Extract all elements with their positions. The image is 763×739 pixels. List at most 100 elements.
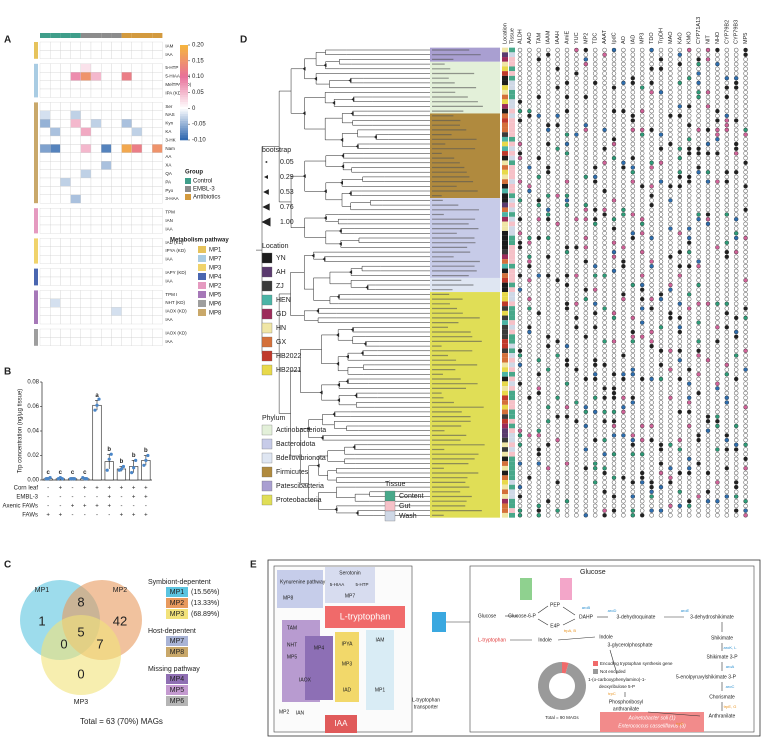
presence-dot: [640, 99, 645, 104]
presence-dot: [555, 52, 560, 57]
location-cell: [502, 512, 508, 518]
presence-dot: [583, 132, 588, 137]
presence-dot: [705, 287, 711, 292]
presence-dot: [527, 278, 532, 283]
presence-dot: [555, 249, 560, 255]
heat-cell: [90, 127, 102, 137]
presence-dot: [696, 499, 701, 504]
tissue-cell: [509, 104, 515, 109]
presence-dot: [734, 414, 739, 419]
heat-cell: [141, 337, 153, 346]
presence-dot: [611, 353, 617, 358]
colorbar-seg: [180, 49, 188, 53]
presence-dot: [724, 240, 729, 245]
presence-dot: [696, 287, 701, 292]
presence-dot: [630, 240, 635, 245]
glucose-transporter: [560, 578, 572, 600]
presence-dot: [687, 108, 692, 114]
heat-cell: [80, 152, 92, 162]
heat-cell: [152, 186, 163, 195]
presence-dot: [527, 376, 532, 382]
presence-dot: [687, 113, 692, 119]
table-sign: -: [96, 495, 98, 501]
presence-dot: [574, 376, 579, 382]
presence-dot: [574, 132, 579, 137]
row-label: Pyo: [165, 188, 173, 193]
presence-dot: [546, 221, 551, 227]
presence-dot: [668, 155, 673, 161]
presence-dot: [555, 184, 560, 189]
presence-dot: [564, 207, 570, 213]
presence-dot: [546, 66, 551, 72]
location-cell: [502, 146, 508, 152]
presence-dot: [696, 329, 701, 335]
heat-cell: [39, 80, 51, 90]
legend-label: 0.76: [280, 204, 294, 211]
region-count: 0: [60, 636, 67, 651]
presence-dot: [687, 66, 692, 72]
presence-dot: [555, 240, 560, 245]
presence-dot: [687, 273, 692, 278]
presence-dot: [668, 348, 673, 353]
location-cell: [502, 61, 508, 67]
presence-dot: [527, 160, 532, 166]
heat-cell: [111, 63, 122, 73]
presence-dot: [630, 306, 635, 311]
presence-dot: [555, 480, 560, 485]
presence-dot: [668, 292, 673, 297]
presence-dot: [668, 334, 673, 339]
heat-cell: [60, 50, 71, 59]
presence-dot: [724, 461, 729, 466]
presence-dot: [630, 409, 635, 415]
presence-dot: [611, 367, 617, 372]
heat-cell: [101, 255, 112, 264]
presence-dot: [687, 405, 692, 410]
presence-dot: [687, 198, 692, 203]
presence-dot: [630, 108, 635, 114]
presence-dot: [536, 61, 541, 67]
presence-dot: [517, 372, 523, 377]
presence-dot: [687, 259, 692, 264]
colorbar-seg: [180, 111, 188, 115]
presence-dot: [734, 358, 739, 363]
tissue-cell: [509, 334, 515, 340]
presence-dot: [583, 174, 588, 180]
presence-dot: [687, 409, 692, 415]
heat-cell: [121, 276, 132, 286]
presence-dot: [621, 503, 626, 509]
presence-dot: [527, 428, 532, 433]
presence-dot: [743, 437, 748, 443]
presence-dot: [611, 376, 617, 382]
presence-dot: [602, 282, 607, 288]
row-label: 3-HK: [165, 137, 175, 142]
presence-dot: [517, 151, 523, 156]
presence-dot: [724, 122, 729, 128]
location-cell: [502, 400, 508, 405]
presence-dot: [555, 47, 560, 53]
colorbar-seg: [180, 45, 188, 48]
pathway-node: Acinetobacter soli (1): [628, 715, 676, 721]
presence-dot: [593, 301, 598, 306]
presence-dot: [621, 202, 626, 208]
presence-dot: [564, 221, 570, 227]
presence-dot: [621, 127, 626, 133]
presence-dot: [602, 329, 607, 335]
presence-dot: [602, 155, 607, 161]
presence-dot: [602, 405, 607, 410]
presence-dot: [630, 151, 635, 156]
pathway-node: MP8: [283, 595, 294, 601]
presence-dot: [602, 122, 607, 128]
presence-dot: [696, 508, 701, 513]
panel-letter: B: [4, 367, 11, 378]
heat-cell: [141, 290, 153, 299]
presence-dot: [611, 212, 617, 217]
presence-dot: [574, 254, 579, 259]
presence-dot: [734, 508, 739, 513]
legend-label: AH: [276, 269, 286, 276]
heat-cell: [50, 41, 61, 51]
presence-dot: [743, 362, 748, 368]
legend-swatch: [261, 424, 273, 436]
presence-dot: [564, 216, 570, 222]
presence-dot: [527, 122, 532, 128]
heat-cell: [101, 110, 112, 120]
